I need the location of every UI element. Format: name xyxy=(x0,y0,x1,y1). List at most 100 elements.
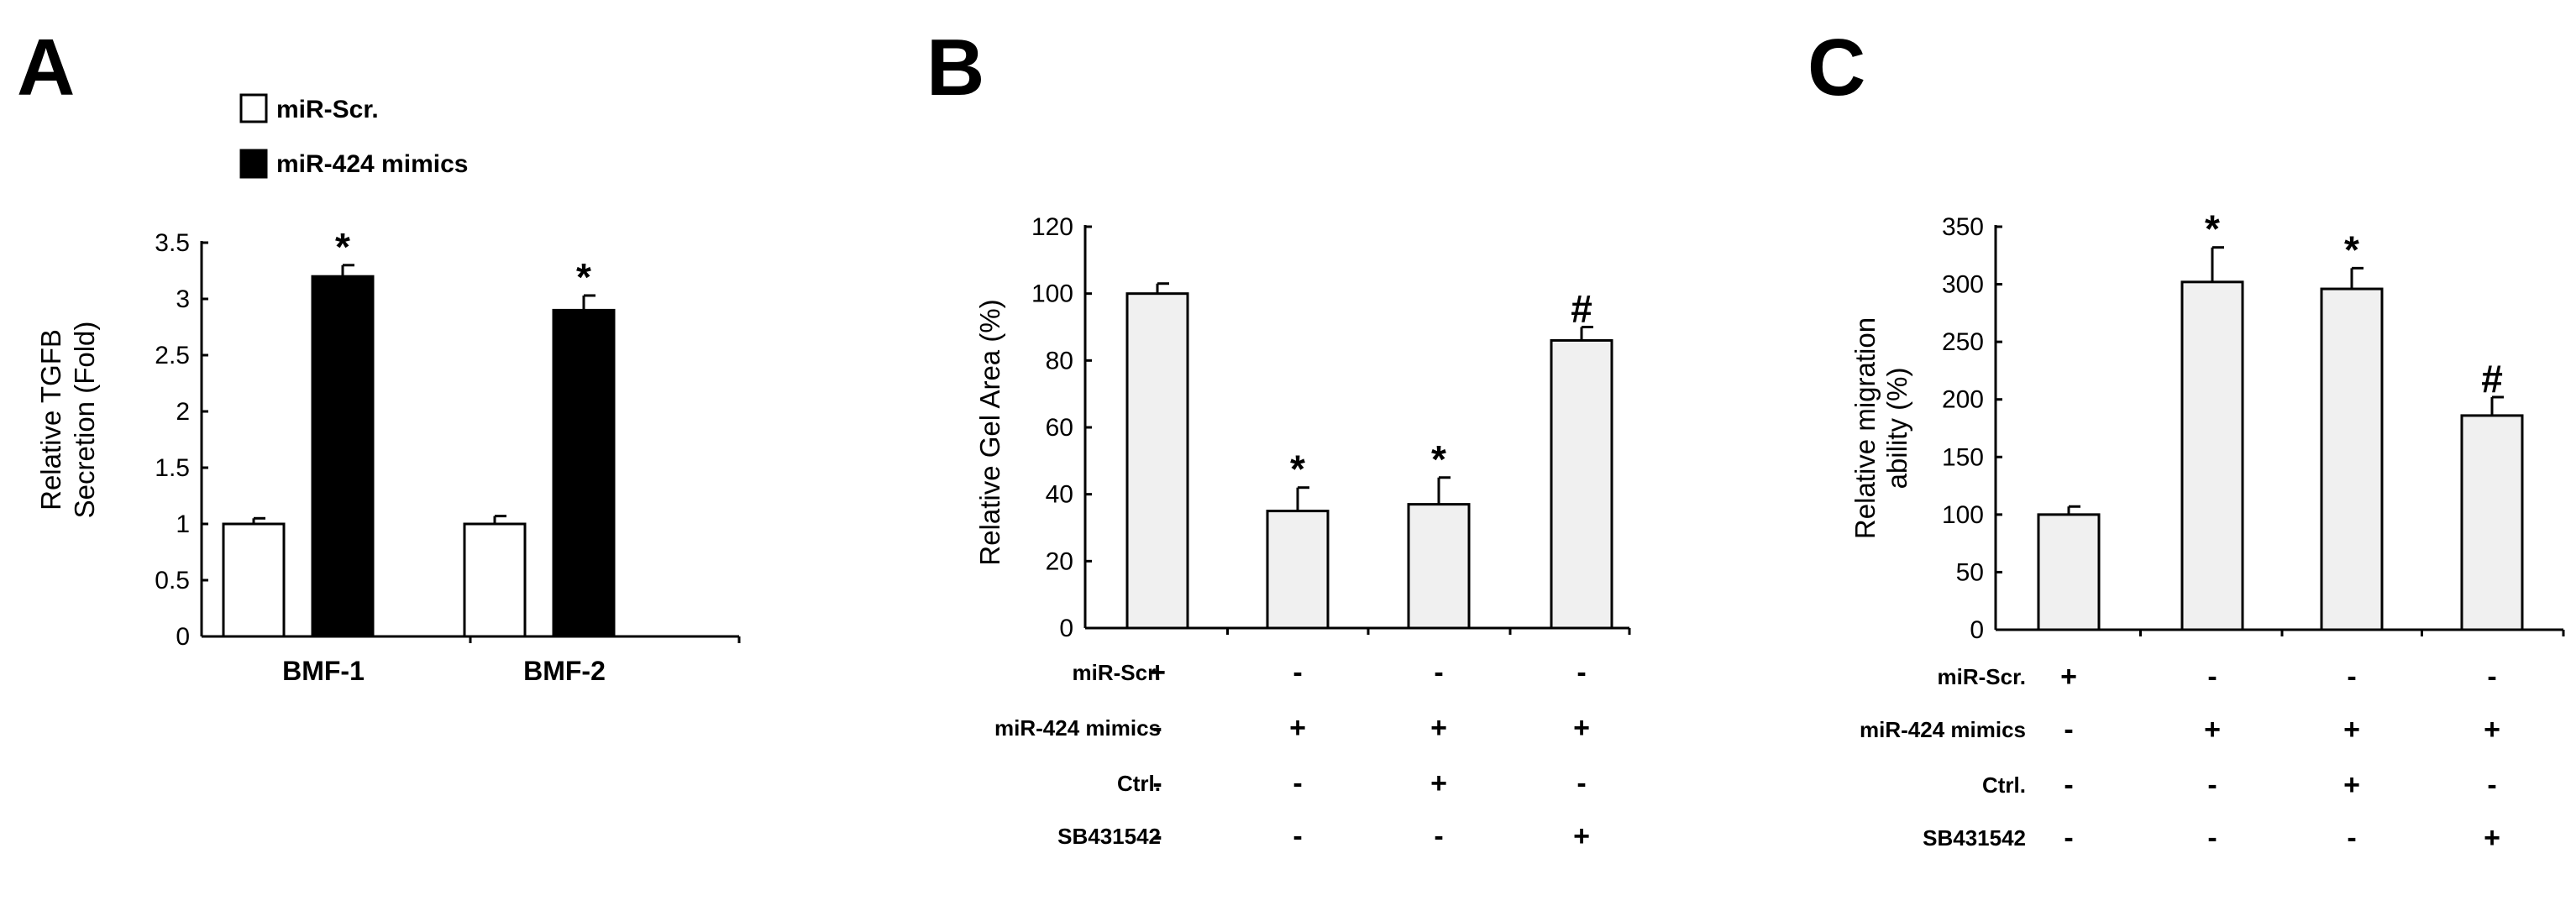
condition-table: miR-Scr. + - - - miR-424 mimics - + + + Ctrl. - - + - S… xyxy=(1860,661,2500,854)
significance-mark: # xyxy=(2481,357,2503,401)
y-axis-title-line-1: Relative migration xyxy=(1849,317,1881,539)
condition-label: miR-424 mimics xyxy=(1860,717,2026,742)
significance-mark: * xyxy=(1431,437,1446,481)
condition-sign: - xyxy=(2347,661,2356,693)
condition-sign: - xyxy=(2487,661,2496,693)
condition-sign: - xyxy=(1152,712,1162,744)
y-tick-label: 150 xyxy=(1942,443,1984,471)
condition-sign: + xyxy=(2484,822,2500,854)
bar xyxy=(1125,292,1189,630)
bar xyxy=(2037,513,2101,631)
condition-label: miR-Scr. xyxy=(1073,660,1162,685)
condition-sign: + xyxy=(2343,769,2360,801)
y-tick-label: 0 xyxy=(176,623,190,651)
y-tick-label: 0.5 xyxy=(155,567,190,594)
y-tick-label: 2.5 xyxy=(155,342,190,369)
condition-sign: + xyxy=(1573,712,1590,744)
condition-label: Ctrl. xyxy=(1117,771,1161,796)
condition-sign: - xyxy=(1577,657,1586,688)
condition-sign: - xyxy=(2347,822,2356,854)
panel-letter-a: A xyxy=(17,23,75,113)
condition-label: SB431542 xyxy=(1057,824,1161,849)
condition-label: SB431542 xyxy=(1923,825,2026,851)
condition-sign: + xyxy=(1573,820,1590,852)
condition-sign: + xyxy=(1430,767,1447,799)
y-tick-label: 1 xyxy=(176,510,190,538)
y-tick-label: 1.5 xyxy=(155,454,190,482)
bar xyxy=(2320,287,2384,631)
condition-sign: - xyxy=(1293,820,1302,852)
legend: miR-Scr. miR-424 mimics xyxy=(239,93,468,179)
condition-sign: - xyxy=(2487,769,2496,801)
panel-c: C Relative migration ability (%) 0 50 100 1… xyxy=(1807,23,2565,854)
condition-sign: - xyxy=(2207,661,2217,693)
y-tick-label: 50 xyxy=(1956,558,1984,586)
y-tick-label: 100 xyxy=(1942,501,1984,529)
panel-letter-b: B xyxy=(926,23,984,113)
condition-label: miR-424 mimics xyxy=(994,715,1161,741)
y-tick-label: 3.5 xyxy=(155,229,190,257)
y-tick-label: 80 xyxy=(1046,347,1073,374)
significance-mark: * xyxy=(2205,207,2220,251)
condition-table: miR-Scr.+---miR-424 mimics-+++Ctrl.--+-S… xyxy=(994,657,1590,852)
condition-sign: - xyxy=(2207,769,2217,801)
y-tick-label: 60 xyxy=(1046,414,1073,442)
y-tick-label: 350 xyxy=(1942,213,1984,241)
condition-sign: - xyxy=(1152,820,1162,852)
condition-sign: + xyxy=(1430,712,1447,744)
condition-label: miR-Scr. xyxy=(1938,664,2027,689)
plot-area: 0 50 100 150 200 250 300 350 * * # xyxy=(1942,207,2565,644)
y-axis-title-line-1: Relative TGFB xyxy=(35,329,66,510)
condition-sign: + xyxy=(2343,714,2360,746)
y-tick-label: 100 xyxy=(1031,280,1073,308)
y-tick-label: 0 xyxy=(1970,616,1984,644)
bar xyxy=(2180,280,2244,631)
y-axis-title: Relative Gel Area (%) xyxy=(974,299,1005,565)
bar xyxy=(1550,338,1613,630)
y-tick-label: 200 xyxy=(1942,386,1984,414)
legend-label-mir-424: miR-424 mimics xyxy=(276,150,468,178)
condition-sign: - xyxy=(2064,769,2073,801)
bar xyxy=(311,275,375,638)
legend-swatch-mir-scr xyxy=(239,93,268,123)
condition-label: Ctrl. xyxy=(1982,772,2026,798)
significance-mark: * xyxy=(335,225,350,269)
bar xyxy=(552,308,616,638)
y-tick-label: 2 xyxy=(176,398,190,426)
condition-sign: - xyxy=(2064,714,2073,746)
condition-sign: - xyxy=(1434,820,1443,852)
y-axis-title-line-2: Secretion (Fold) xyxy=(69,322,100,519)
y-tick-label: 20 xyxy=(1046,547,1073,575)
significance-mark: * xyxy=(2344,228,2359,271)
y-tick-label: 3 xyxy=(176,285,190,313)
significance-mark: # xyxy=(1571,287,1592,331)
significance-mark: * xyxy=(1290,448,1305,491)
panel-b: B Relative Gel Area (%) 0 20 40 60 80 100 120 *… xyxy=(926,23,1631,852)
condition-sign: + xyxy=(1149,657,1166,688)
condition-sign: - xyxy=(2207,822,2217,854)
x-tick-label: BMF-1 xyxy=(282,656,365,686)
bar xyxy=(1407,503,1471,630)
bar xyxy=(463,522,527,638)
plot-area: 0 0.5 1 1.5 2 2.5 3 3.5 * BMF-1 * BMF-2 xyxy=(155,225,741,686)
bar xyxy=(222,522,286,638)
y-tick-label: 250 xyxy=(1942,328,1984,356)
condition-sign: - xyxy=(1434,657,1443,688)
condition-sign: + xyxy=(1289,712,1306,744)
condition-sign: - xyxy=(2064,822,2073,854)
y-axis-title-line-2: ability (%) xyxy=(1881,368,1912,490)
legend-swatch-mir-424 xyxy=(239,149,268,179)
y-tick-label: 300 xyxy=(1942,271,1984,299)
condition-sign: - xyxy=(1293,657,1302,688)
y-tick-label: 0 xyxy=(1059,615,1073,642)
condition-sign: + xyxy=(2204,714,2221,746)
plot-area: 0 20 40 60 80 100 120 * * # xyxy=(1031,213,1631,642)
y-tick-label: 120 xyxy=(1031,213,1073,241)
x-tick-label: BMF-2 xyxy=(523,656,606,686)
panel-letter-c: C xyxy=(1807,23,1865,113)
condition-sign: + xyxy=(2060,661,2077,693)
y-tick-label: 40 xyxy=(1046,481,1073,509)
condition-sign: - xyxy=(1152,767,1162,799)
panel-a: A miR-Scr. miR-424 mimics Relative TGFB … xyxy=(17,23,741,686)
